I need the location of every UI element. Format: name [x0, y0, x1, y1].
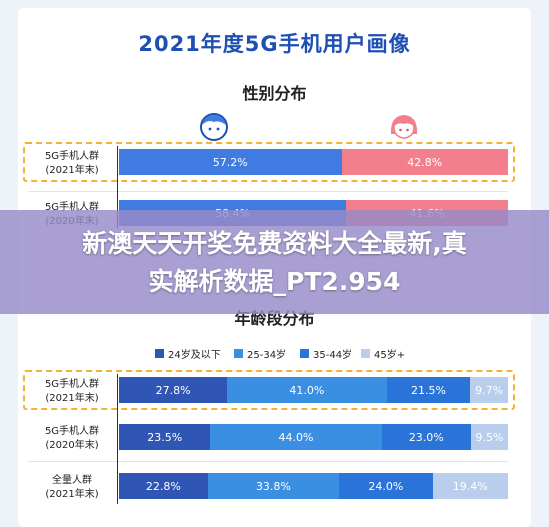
- age-data-label: 44.0%: [278, 430, 314, 444]
- legend-label: 25-34岁: [247, 350, 287, 361]
- age-row-label-line: 5G手机人群: [44, 426, 100, 437]
- gender-bar-segment: 57.2%: [119, 149, 342, 175]
- legend-item: 35-44岁: [300, 346, 352, 361]
- gender-bar: 57.2% 42.8%: [119, 149, 508, 175]
- age-bar-segment: 19.4%: [432, 473, 508, 499]
- age-row-label: 5G手机人群 (2020年末): [27, 425, 117, 453]
- age-bar-segment: 22.8%: [119, 473, 208, 499]
- age-bar: 23.5% 44.0% 23.0% 9.5%: [119, 424, 508, 450]
- legend-item: 25-34岁: [234, 346, 286, 361]
- age-bar: 27.8% 41.0% 21.5% 9.7%: [119, 377, 508, 403]
- gender-bar-segment: 42.8%: [341, 149, 508, 175]
- legend-swatch: [300, 349, 309, 358]
- male-user-icon: [200, 113, 228, 141]
- age-axis-line: [117, 374, 118, 504]
- main-title: 2021年度5G手机用户画像: [138, 32, 411, 56]
- age-data-label: 33.8%: [255, 479, 291, 493]
- age-bar-segment: 23.5%: [119, 424, 211, 450]
- gender-highlight-box: [23, 142, 515, 182]
- legend-swatch: [234, 349, 243, 358]
- gender-axis-line: [117, 146, 118, 228]
- age-bar-segment: 23.0%: [381, 424, 472, 450]
- age-bar-segment: 24.0%: [339, 473, 433, 499]
- gender-row-label: 5G手机人群 (2021年末): [27, 150, 117, 178]
- age-data-label: 41.0%: [289, 383, 325, 397]
- age-bar-segment: 41.0%: [227, 377, 387, 403]
- age-bar-segment: 9.5%: [471, 424, 508, 450]
- gender-divider: [28, 191, 508, 192]
- age-bar-segment: 27.8%: [119, 377, 228, 403]
- age-bar-segment: 21.5%: [386, 377, 471, 403]
- age-data-label: 19.4%: [452, 479, 488, 493]
- legend-swatch: [361, 349, 370, 358]
- age-bar-segment: 33.8%: [207, 473, 340, 499]
- gender-section-title: 性别分布: [242, 84, 307, 103]
- age-data-label: 23.0%: [408, 430, 444, 444]
- age-bar: 22.8% 33.8% 24.0% 19.4%: [119, 473, 508, 499]
- age-highlight-box: [23, 370, 515, 410]
- age-row-label: 全量人群 (2021年末): [27, 474, 117, 502]
- age-divider: [28, 461, 508, 462]
- gender-row-label-line: 5G手机人群: [44, 202, 100, 213]
- legend-label: 24岁及以下: [168, 350, 221, 361]
- age-data-label: 9.5%: [475, 430, 504, 444]
- age-row-label-line: 5G手机人群: [44, 379, 100, 390]
- overlay-banner: 新澳天天开奖免费资料大全最新,真 实解析数据_PT2.954: [0, 210, 549, 314]
- age-row-label-line: (2021年末): [45, 489, 99, 500]
- age-data-label: 22.8%: [145, 479, 181, 493]
- legend-label: 45岁+: [374, 350, 406, 361]
- age-data-label: 9.7%: [475, 383, 504, 397]
- age-row-label-line: (2021年末): [45, 393, 99, 404]
- age-data-label: 21.5%: [410, 383, 446, 397]
- banner-line-1: 新澳天天开奖免费资料大全最新,真: [82, 229, 467, 258]
- age-row-label: 5G手机人群 (2021年末): [27, 378, 117, 406]
- age-data-label: 23.5%: [147, 430, 183, 444]
- legend-item: 45岁+: [361, 346, 405, 361]
- age-data-label: 24.0%: [368, 479, 404, 493]
- legend-swatch: [155, 349, 164, 358]
- age-bar-segment: 9.7%: [470, 377, 508, 403]
- gender-data-label: 57.2%: [212, 155, 248, 169]
- gender-row-label-line: 5G手机人群: [44, 151, 100, 162]
- banner-line-2: 实解析数据_PT2.954: [148, 267, 401, 296]
- age-data-label: 27.8%: [155, 383, 191, 397]
- age-row-label-line: (2020年末): [45, 440, 99, 451]
- age-bar-segment: 44.0%: [210, 424, 382, 450]
- age-row-label-line: 全量人群: [52, 475, 92, 486]
- gender-data-label: 42.8%: [407, 155, 443, 169]
- gender-row-label-line: (2021年末): [45, 165, 99, 176]
- legend-item: 24岁及以下: [155, 346, 221, 361]
- legend-label: 35-44岁: [313, 350, 353, 361]
- female-user-icon: [390, 115, 418, 139]
